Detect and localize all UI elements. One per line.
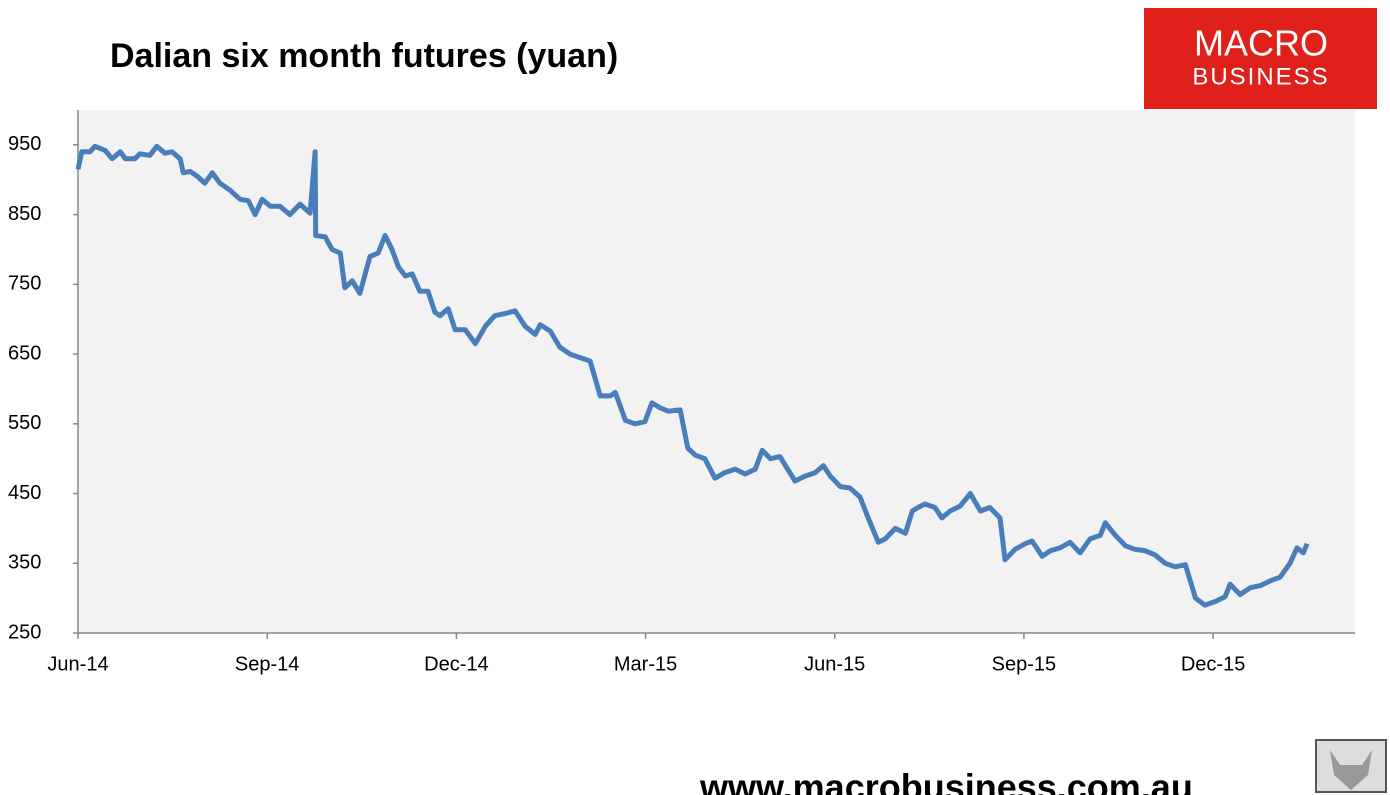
x-tick-label: Sep-14 (235, 653, 300, 675)
y-tick-label: 250 (8, 621, 41, 643)
logo-text: MACRO (1194, 23, 1328, 64)
logo: MACRO BUSINESS (1144, 8, 1377, 109)
x-tick-label: Dec-15 (1181, 653, 1245, 675)
data-line (75, 143, 1310, 608)
fox-icon (1315, 739, 1387, 793)
x-tick-label: Dec-14 (424, 653, 488, 675)
logo-text: BUSINESS (1192, 63, 1329, 90)
y-tick-label: 350 (8, 552, 41, 574)
y-tick-label: 950 (8, 133, 41, 155)
icon-shape (1330, 750, 1372, 790)
y-tick-label: 850 (8, 203, 41, 225)
x-tick-label: Mar-15 (614, 653, 677, 675)
logo-box (1144, 8, 1377, 109)
x-tick-label: Sep-15 (992, 653, 1057, 675)
y-tick-label: 650 (8, 342, 41, 364)
y-tick-label: 750 (8, 273, 41, 295)
plot-area (78, 110, 1355, 633)
chart-title: Dalian six month futures (yuan) (110, 37, 618, 75)
y-tick-label: 450 (8, 482, 41, 504)
x-tick-label: Jun-15 (804, 653, 865, 675)
x-tick-label: Jun-14 (47, 653, 108, 675)
footer-url: www.macrobusiness.com.au (699, 767, 1193, 795)
y-tick-label: 550 (8, 412, 41, 434)
